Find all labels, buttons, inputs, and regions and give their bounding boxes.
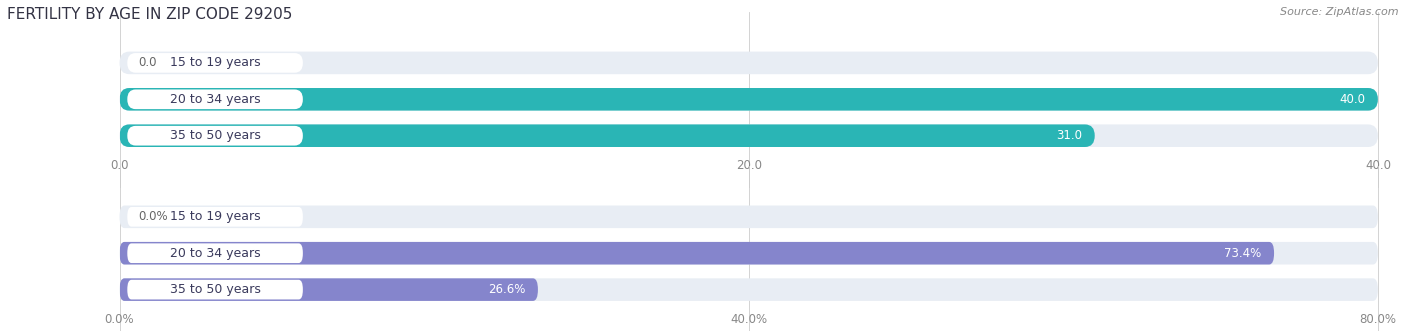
FancyBboxPatch shape xyxy=(128,89,302,109)
FancyBboxPatch shape xyxy=(128,126,302,146)
FancyBboxPatch shape xyxy=(120,278,1378,301)
Text: Source: ZipAtlas.com: Source: ZipAtlas.com xyxy=(1281,7,1399,17)
Text: 15 to 19 years: 15 to 19 years xyxy=(170,56,260,70)
Text: 20 to 34 years: 20 to 34 years xyxy=(170,93,260,106)
FancyBboxPatch shape xyxy=(120,206,1378,228)
Text: 0.0%: 0.0% xyxy=(138,210,167,223)
Text: 40.0: 40.0 xyxy=(1340,93,1365,106)
Text: 35 to 50 years: 35 to 50 years xyxy=(170,283,260,296)
FancyBboxPatch shape xyxy=(120,124,1378,147)
Text: 73.4%: 73.4% xyxy=(1225,247,1261,260)
Text: 15 to 19 years: 15 to 19 years xyxy=(170,210,260,223)
Text: 31.0: 31.0 xyxy=(1056,129,1083,142)
FancyBboxPatch shape xyxy=(128,243,302,263)
FancyBboxPatch shape xyxy=(120,242,1274,264)
FancyBboxPatch shape xyxy=(120,88,1378,111)
FancyBboxPatch shape xyxy=(120,88,1378,111)
Text: 0.0: 0.0 xyxy=(138,56,157,70)
Text: 35 to 50 years: 35 to 50 years xyxy=(170,129,260,142)
Text: 20 to 34 years: 20 to 34 years xyxy=(170,247,260,260)
Text: 26.6%: 26.6% xyxy=(488,283,526,296)
FancyBboxPatch shape xyxy=(120,124,1095,147)
FancyBboxPatch shape xyxy=(120,52,1378,74)
FancyBboxPatch shape xyxy=(120,278,538,301)
Text: FERTILITY BY AGE IN ZIP CODE 29205: FERTILITY BY AGE IN ZIP CODE 29205 xyxy=(7,7,292,22)
FancyBboxPatch shape xyxy=(120,242,1378,264)
FancyBboxPatch shape xyxy=(128,207,302,227)
FancyBboxPatch shape xyxy=(128,280,302,300)
FancyBboxPatch shape xyxy=(128,53,302,73)
